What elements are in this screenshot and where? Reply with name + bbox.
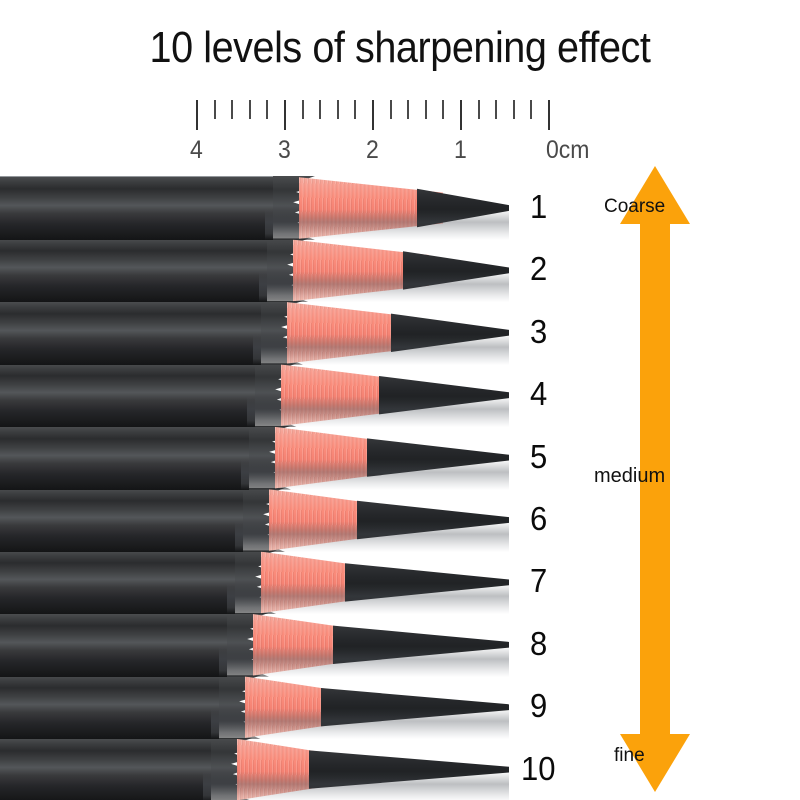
pencil-row xyxy=(0,550,520,615)
ruler-tick-major xyxy=(284,100,286,130)
pencil-shadow xyxy=(247,363,509,428)
pencil-stack xyxy=(0,176,520,800)
ruler-tick-minor xyxy=(512,100,515,119)
ruler-tick-minor xyxy=(389,100,392,119)
level-number-1: 1 xyxy=(530,188,548,225)
ruler-tick-minor xyxy=(213,100,216,119)
ruler-tick-minor xyxy=(495,100,498,119)
coarse-fine-scale-arrow: Coarse medium fine xyxy=(594,166,704,792)
pencil-barrel xyxy=(0,238,267,303)
ruler-label-0cm: 0cm xyxy=(546,136,590,164)
ruler-label-2: 2 xyxy=(366,136,379,164)
pencil-shadow xyxy=(235,488,509,552)
page-title: 10 levels of sharpening effect xyxy=(149,23,651,72)
pencil-shadow xyxy=(211,675,509,740)
pencil-shadow xyxy=(219,612,509,677)
ruler-tick-minor xyxy=(354,100,357,119)
pencil-barrel xyxy=(0,488,243,552)
ruler-label-4: 4 xyxy=(190,136,203,164)
ruler-tick-minor xyxy=(407,100,410,119)
pencil-row xyxy=(0,238,520,303)
pencil-barrel xyxy=(0,675,219,740)
arrow-shaft xyxy=(640,220,670,738)
ruler-tick-major xyxy=(548,100,550,130)
level-number-10: 10 xyxy=(521,749,556,787)
pencil-barrel xyxy=(0,737,211,800)
ruler-tick-major xyxy=(196,100,198,130)
level-number-4: 4 xyxy=(530,375,548,413)
ruler-tick-minor xyxy=(319,100,322,119)
pencil-shadow xyxy=(241,425,509,490)
pencil-barrel xyxy=(0,612,227,677)
level-number-8: 8 xyxy=(530,624,548,662)
pencil-shadow xyxy=(265,176,509,240)
pencil-row xyxy=(0,488,520,552)
ruler-label-3: 3 xyxy=(278,136,291,164)
ruler-tick-major xyxy=(372,100,374,130)
ruler-tick-minor xyxy=(424,100,427,119)
pencil-barrel xyxy=(0,300,261,365)
pencil-row xyxy=(0,300,520,365)
scale-label-medium: medium xyxy=(594,465,666,487)
pencil-row xyxy=(0,737,520,800)
level-number-9: 9 xyxy=(530,687,548,725)
level-number-7: 7 xyxy=(530,562,548,600)
level-number-2: 2 xyxy=(530,250,548,288)
scale-label-coarse: Coarse xyxy=(604,196,666,217)
pencil-shadow xyxy=(203,737,509,800)
ruler-tick-minor xyxy=(530,100,533,119)
pencil-row xyxy=(0,612,520,677)
ruler-tick-minor xyxy=(266,100,269,119)
ruler-label-1: 1 xyxy=(454,136,467,164)
ruler-tick-minor xyxy=(231,100,234,119)
ruler-scale: 4 3 2 1 0cm xyxy=(190,100,589,172)
pencil-row xyxy=(0,425,520,490)
pencil-barrel xyxy=(0,425,249,490)
pencil-row xyxy=(0,176,520,240)
level-number-6: 6 xyxy=(530,500,548,537)
scale-label-fine: fine xyxy=(614,745,645,766)
pencil-barrel xyxy=(0,176,273,240)
ruler-tick-minor xyxy=(248,100,251,119)
ruler-tick-major xyxy=(460,100,462,130)
ruler-tick-minor xyxy=(301,100,304,119)
ruler-tick-minor xyxy=(477,100,480,119)
pencil-barrel xyxy=(0,363,255,428)
pencil-shadow xyxy=(259,238,509,303)
ruler-tick-minor xyxy=(442,100,445,119)
level-number-5: 5 xyxy=(530,437,548,475)
pencil-row xyxy=(0,675,520,740)
level-number-3: 3 xyxy=(530,312,548,350)
pencil-shadow xyxy=(227,550,509,615)
pencil-row xyxy=(0,363,520,428)
pencil-barrel xyxy=(0,550,235,615)
pencil-shadow xyxy=(253,300,509,365)
ruler-tick-minor xyxy=(336,100,339,119)
